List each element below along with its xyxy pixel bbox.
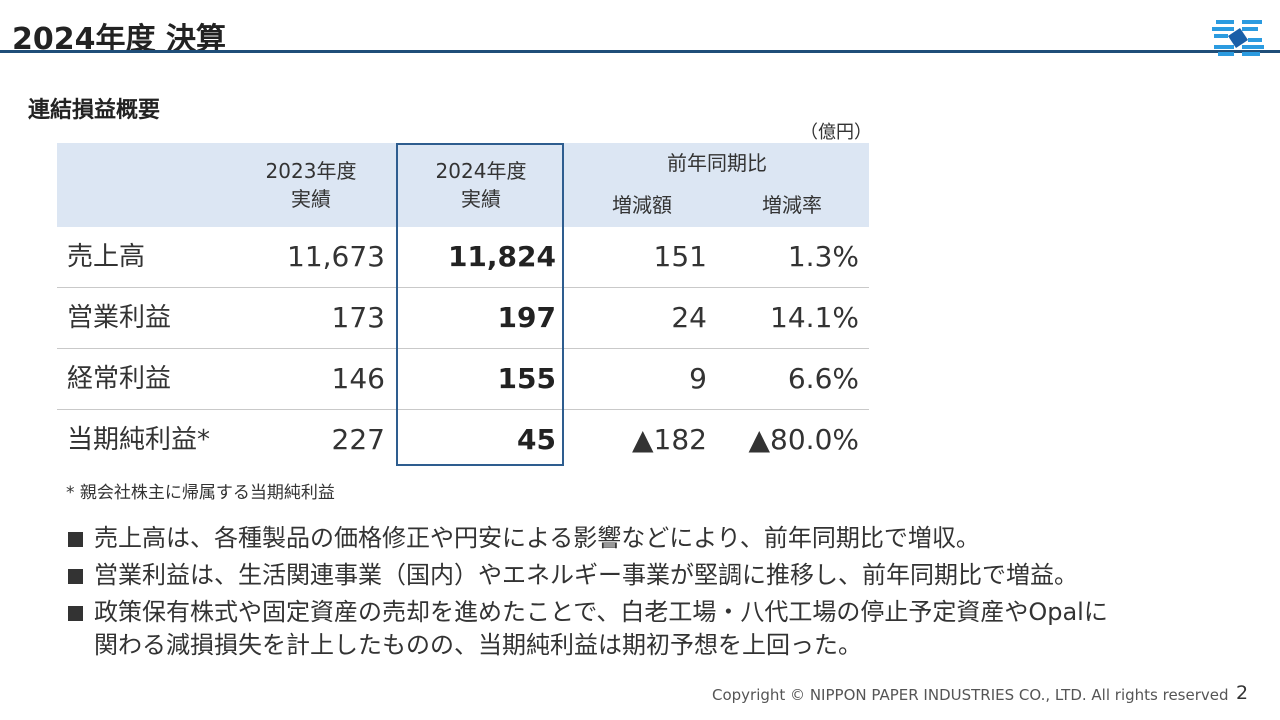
row-label: 営業利益	[67, 303, 172, 333]
list-item: 政策保有株式や固定資産の売却を進めたことで、白老工場・八代工場の停止予定資産やO…	[66, 596, 1246, 662]
yoy-diff-value: 151	[653, 240, 707, 273]
bullet-list: 売上高は、各種製品の価格修正や円安による影響などにより、前年同期比で増収。 営業…	[66, 522, 1246, 666]
copyright: Copyright © NIPPON PAPER INDUSTRIES CO.,…	[712, 686, 1229, 704]
yoy-diff-value: 24	[671, 301, 707, 334]
col-2023-header: 2023年度 実績	[265, 159, 357, 211]
yoy-rate-value: 6.6%	[787, 362, 859, 395]
section-heading: 連結損益概要	[28, 98, 161, 123]
yoy-rate-value: 1.3%	[787, 240, 859, 273]
yoy-group-header: 前年同期比	[667, 151, 767, 175]
yoy-diff-value: ▲182	[632, 423, 707, 456]
fy2024-value: 11,824	[447, 240, 556, 273]
table-row: 経常利益 146 155 9 6.6%	[57, 349, 869, 410]
list-item: 売上高は、各種製品の価格修正や円安による影響などにより、前年同期比で増収。	[66, 522, 1246, 555]
title-divider	[0, 50, 1280, 53]
footnote: * 親会社株主に帰属する当期純利益	[66, 483, 335, 503]
square-bullet-icon	[68, 569, 83, 584]
square-bullet-icon	[68, 606, 83, 621]
yoy-rate-value: ▲80.0%	[748, 423, 859, 456]
fy2023-value: 11,673	[287, 240, 385, 273]
fy2024-value: 197	[497, 301, 556, 334]
table-row: 当期純利益* 227 45 ▲182 ▲80.0%	[57, 410, 869, 470]
row-label: 当期純利益*	[67, 425, 211, 455]
fy2024-value: 45	[517, 423, 556, 456]
table-row: 売上高 11,673 11,824 151 1.3%	[57, 227, 869, 288]
fy2023-value: 146	[331, 362, 385, 395]
square-bullet-icon	[68, 532, 83, 547]
row-label: 売上高	[67, 242, 146, 272]
fy2024-value: 155	[497, 362, 556, 395]
yoy-rate-header: 増減率	[762, 193, 822, 217]
page-number: 2	[1236, 682, 1249, 704]
table-row: 営業利益 173 197 24 14.1%	[57, 288, 869, 349]
row-label: 経常利益	[67, 364, 172, 394]
fy2023-value: 173	[331, 301, 385, 334]
fy2023-value: 227	[331, 423, 385, 456]
nippon-paper-logo-icon	[1212, 20, 1264, 56]
yoy-diff-value: 9	[689, 362, 707, 395]
page-title: 2024年度 決算	[12, 22, 226, 57]
table-header: 2023年度 実績 2024年度 実績 前年同期比 増減額 増減率	[57, 143, 869, 227]
income-summary-table: 2023年度 実績 2024年度 実績 前年同期比 増減額 増減率 売上高 11…	[57, 143, 869, 456]
col-2024-header: 2024年度 実績	[435, 159, 527, 211]
unit-label: （億円）	[800, 122, 872, 143]
list-item: 営業利益は、生活関連事業（国内）やエネルギー事業が堅調に推移し、前年同期比で増益…	[66, 559, 1246, 592]
yoy-rate-value: 14.1%	[770, 301, 859, 334]
yoy-diff-header: 増減額	[612, 193, 672, 217]
